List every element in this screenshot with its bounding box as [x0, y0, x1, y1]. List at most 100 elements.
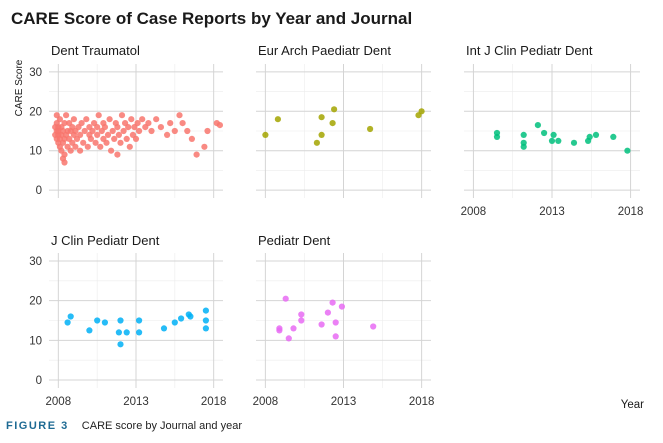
data-point	[86, 327, 93, 334]
data-point	[202, 325, 209, 332]
data-point	[570, 139, 578, 146]
data-point	[202, 317, 209, 324]
data-point	[592, 131, 600, 138]
data-point	[117, 139, 124, 146]
data-point	[94, 317, 101, 324]
data-point	[202, 307, 209, 314]
y-tick-label: 30	[29, 256, 42, 268]
data-point	[94, 124, 101, 131]
data-point	[290, 325, 297, 332]
data-point	[534, 122, 542, 129]
data-point	[118, 112, 126, 119]
data-point	[313, 139, 320, 146]
data-point	[318, 321, 325, 328]
data-point	[81, 127, 88, 135]
data-point	[298, 311, 305, 318]
data-point	[418, 108, 425, 115]
y-tick-label: 20	[29, 106, 42, 118]
panel-title: Eur Arch Paediatr Dent	[258, 43, 391, 58]
data-point	[123, 329, 130, 336]
data-point	[139, 116, 146, 123]
data-point	[188, 135, 195, 142]
data-point	[282, 295, 289, 302]
x-axis-title: Year	[621, 399, 644, 411]
data-point	[171, 319, 178, 326]
data-point	[216, 122, 223, 129]
data-point	[550, 131, 557, 138]
chart-title: CARE Score of Case Reports by Year and J…	[11, 9, 413, 28]
data-point	[123, 135, 130, 142]
data-point	[87, 135, 94, 142]
data-point	[329, 120, 336, 127]
data-point	[67, 147, 74, 154]
data-point	[114, 124, 121, 131]
y-tick-label: 10	[29, 146, 42, 158]
data-point	[108, 147, 115, 154]
data-point	[132, 135, 140, 142]
data-point	[126, 143, 133, 150]
data-point	[134, 120, 141, 127]
data-point	[94, 131, 101, 138]
data-point	[153, 116, 160, 123]
data-point	[178, 315, 185, 322]
data-point	[61, 120, 68, 127]
data-point	[201, 143, 208, 150]
figure-label: FIGURE 3	[6, 420, 69, 432]
data-point	[84, 143, 91, 150]
data-point	[329, 299, 336, 306]
data-point	[64, 319, 71, 326]
data-point	[160, 325, 168, 332]
data-point	[318, 131, 325, 138]
panel-title: J Clin Pediatr Dent	[51, 233, 160, 248]
data-point	[128, 116, 135, 123]
data-point	[125, 124, 132, 131]
data-point	[332, 333, 339, 340]
panel-title: Pediatr Dent	[258, 233, 331, 248]
data-point	[541, 129, 548, 137]
data-point	[56, 116, 64, 123]
y-tick-label: 20	[29, 296, 42, 308]
data-point	[109, 127, 116, 135]
data-point	[101, 319, 108, 326]
data-point	[89, 127, 96, 135]
data-point	[106, 116, 113, 123]
data-point	[114, 151, 121, 158]
panel-title: Int J Clin Pediatr Dent	[466, 43, 593, 58]
data-point	[72, 143, 79, 150]
data-point	[167, 120, 174, 127]
x-tick-label: 2018	[201, 396, 227, 408]
data-point	[61, 151, 68, 158]
data-point	[67, 313, 74, 320]
data-point	[117, 317, 124, 324]
x-tick-label: 2013	[539, 206, 565, 218]
y-tick-label: 30	[29, 67, 42, 79]
data-point	[285, 335, 292, 342]
facet-panel: Eur Arch Paediatr Dent	[256, 43, 431, 198]
data-point	[520, 131, 527, 138]
data-point	[332, 319, 339, 326]
facet-panel: Dent Traumatol 0 10 20 30	[29, 43, 223, 198]
data-point	[115, 131, 122, 138]
data-point	[370, 323, 377, 330]
y-tick-label: 10	[29, 335, 42, 347]
data-point	[83, 116, 90, 123]
data-point	[493, 129, 501, 137]
data-point	[92, 139, 99, 146]
x-tick-label: 2008	[46, 396, 72, 408]
data-point	[187, 313, 194, 320]
data-point	[624, 147, 631, 154]
facet-panel: Int J Clin Pediatr Dent 2008 2013 2018	[461, 43, 644, 218]
data-point	[184, 127, 191, 135]
x-tick-label: 2008	[253, 396, 279, 408]
x-tick-label: 2008	[461, 206, 487, 218]
data-point	[145, 120, 152, 127]
figure-caption: FIGURE 3 CARE score by Journal and year	[6, 420, 242, 432]
data-point	[70, 116, 77, 123]
x-tick-label: 2018	[618, 206, 644, 218]
data-point	[520, 139, 527, 146]
data-point	[63, 112, 70, 119]
facet-panel: J Clin Pediatr Dent 0 10 20 30 2008 2013 2018	[29, 233, 226, 408]
data-point	[331, 106, 338, 113]
facet-panel: Pediatr Dent 2008 2013 2018	[253, 233, 435, 408]
